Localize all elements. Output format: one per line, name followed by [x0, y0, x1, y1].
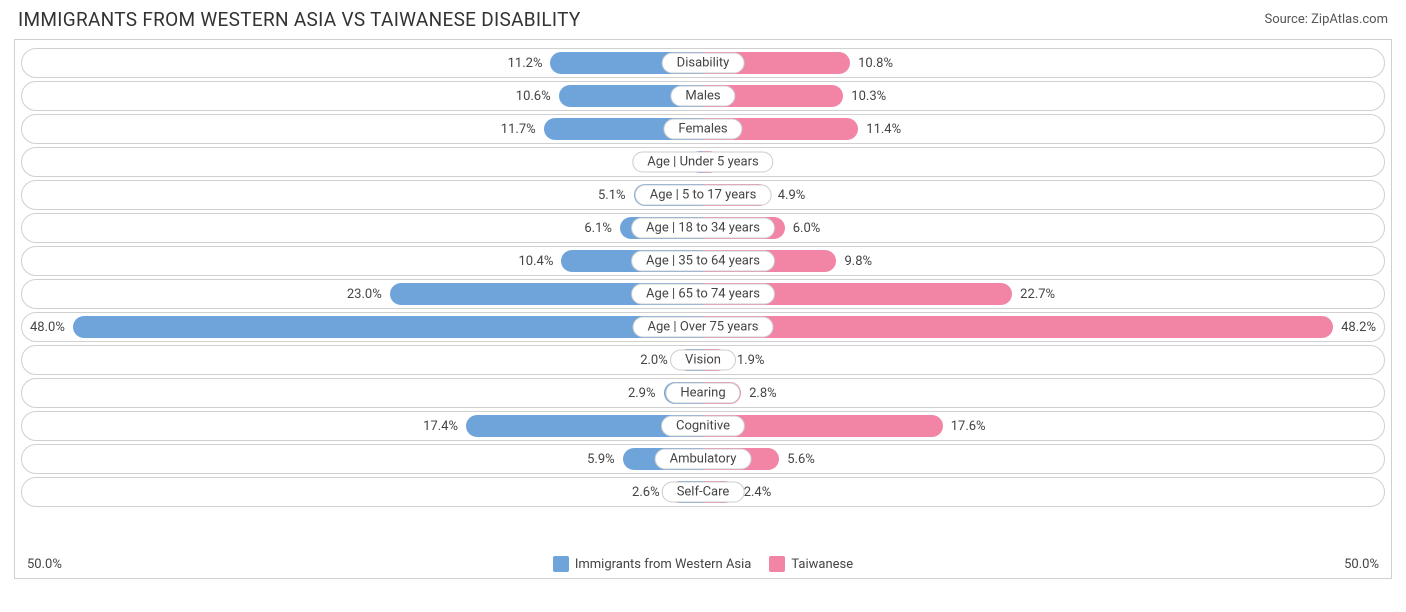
- left-value-label: 2.9%: [620, 386, 664, 401]
- right-value-label: 11.4%: [858, 122, 909, 137]
- chart-row: 11.2% 10.8% Disability: [21, 48, 1385, 78]
- row-left-half: 11.2%: [22, 49, 703, 77]
- row-left-half: 23.0%: [22, 280, 703, 308]
- legend-swatch-left: [553, 556, 569, 572]
- chart-header: IMMIGRANTS FROM WESTERN ASIA VS TAIWANES…: [0, 0, 1406, 35]
- row-right-half: 2.4%: [703, 478, 1384, 506]
- left-value-label: 5.9%: [579, 452, 623, 467]
- legend-item-right: Taiwanese: [769, 556, 853, 572]
- row-right-half: 11.4%: [703, 115, 1384, 143]
- category-label: Disability: [662, 53, 745, 74]
- left-value-label: 5.1%: [590, 188, 634, 203]
- right-value-label: 4.9%: [770, 188, 814, 203]
- row-left-half: 1.1%: [22, 148, 703, 176]
- row-left-half: 2.6%: [22, 478, 703, 506]
- left-value-label: 10.6%: [508, 89, 559, 104]
- legend-label-left: Immigrants from Western Asia: [575, 557, 752, 572]
- category-label: Age | 18 to 34 years: [631, 218, 775, 239]
- right-value-label: 22.7%: [1012, 287, 1063, 302]
- chart-row: 5.1% 4.9%Age | 5 to 17 years: [21, 180, 1385, 210]
- legend-swatch-right: [769, 556, 785, 572]
- row-right-half: 1.3%: [703, 148, 1384, 176]
- chart-row: 23.0% 22.7% Age | 65 to 74 years: [21, 279, 1385, 309]
- category-label: Age | Over 75 years: [633, 317, 774, 338]
- chart-row: 2.9% 2.8%Hearing: [21, 378, 1385, 408]
- left-value-label: 6.1%: [576, 221, 620, 236]
- chart-row: 5.9% 5.6% Ambulatory: [21, 444, 1385, 474]
- chart-row: 48.0% 48.2% Age | Over 75 years: [21, 312, 1385, 342]
- left-value-label: 10.4%: [510, 254, 561, 269]
- right-value-label: 10.3%: [843, 89, 894, 104]
- chart-title: IMMIGRANTS FROM WESTERN ASIA VS TAIWANES…: [18, 8, 581, 31]
- row-right-half: 10.3%: [703, 82, 1384, 110]
- right-value-label: 10.8%: [850, 56, 901, 71]
- category-label: Females: [663, 119, 742, 140]
- chart-source: Source: ZipAtlas.com: [1264, 12, 1388, 27]
- category-label: Ambulatory: [655, 449, 752, 470]
- row-right-half: 5.6%: [703, 445, 1384, 473]
- row-right-half: 17.6%: [703, 412, 1384, 440]
- right-value-label: 6.0%: [785, 221, 829, 236]
- right-value-label: 9.8%: [836, 254, 880, 269]
- row-left-half: 5.9%: [22, 445, 703, 473]
- row-left-half: 17.4%: [22, 412, 703, 440]
- row-left-half: 10.4%: [22, 247, 703, 275]
- left-value-label: 17.4%: [415, 419, 466, 434]
- category-label: Vision: [670, 350, 736, 371]
- legend-label-right: Taiwanese: [791, 557, 853, 572]
- row-left-half: 48.0%: [22, 313, 703, 341]
- chart-area: 11.2% 10.8% Disability 10.6% 10.3% Males 11.7%…: [14, 39, 1392, 579]
- row-left-half: 2.9%: [22, 379, 703, 407]
- left-value-label: 48.0%: [22, 320, 73, 335]
- chart-row: 6.1% 6.0% Age | 18 to 34 years: [21, 213, 1385, 243]
- category-label: Age | 35 to 64 years: [631, 251, 775, 272]
- right-bar: [703, 316, 1333, 338]
- row-right-half: 4.9%: [703, 181, 1384, 209]
- row-right-half: 9.8%: [703, 247, 1384, 275]
- row-right-half: 2.8%: [703, 379, 1384, 407]
- left-value-label: 23.0%: [339, 287, 390, 302]
- chart-row: 10.4% 9.8% Age | 35 to 64 years: [21, 246, 1385, 276]
- category-label: Self-Care: [662, 482, 745, 503]
- row-left-half: 11.7%: [22, 115, 703, 143]
- category-label: Age | 65 to 74 years: [631, 284, 775, 305]
- category-label: Age | Under 5 years: [632, 152, 773, 173]
- chart-row: 11.7% 11.4% Females: [21, 114, 1385, 144]
- legend-item-left: Immigrants from Western Asia: [553, 556, 752, 572]
- right-value-label: 48.2%: [1333, 320, 1384, 335]
- chart-row: 1.1%1.3%Age | Under 5 years: [21, 147, 1385, 177]
- row-left-half: 10.6%: [22, 82, 703, 110]
- right-value-label: 17.6%: [943, 419, 994, 434]
- right-value-label: 5.6%: [779, 452, 823, 467]
- row-right-half: 1.9%: [703, 346, 1384, 374]
- chart-rows: 11.2% 10.8% Disability 10.6% 10.3% Males 11.7%…: [15, 48, 1391, 507]
- chart-row: 17.4% 17.6% Cognitive: [21, 411, 1385, 441]
- chart-row: 2.0%1.9%Vision: [21, 345, 1385, 375]
- chart-row: 10.6% 10.3% Males: [21, 81, 1385, 111]
- category-label: Males: [670, 86, 735, 107]
- row-right-half: 6.0%: [703, 214, 1384, 242]
- category-label: Hearing: [665, 383, 740, 404]
- category-label: Cognitive: [661, 416, 745, 437]
- chart-row: 2.6%2.4%Self-Care: [21, 477, 1385, 507]
- row-left-half: 6.1%: [22, 214, 703, 242]
- right-value-label: 2.8%: [741, 386, 785, 401]
- left-bar: [73, 316, 703, 338]
- row-left-half: 2.0%: [22, 346, 703, 374]
- left-value-label: 11.2%: [500, 56, 551, 71]
- left-value-label: 11.7%: [493, 122, 544, 137]
- row-left-half: 5.1%: [22, 181, 703, 209]
- row-right-half: 10.8%: [703, 49, 1384, 77]
- category-label: Age | 5 to 17 years: [635, 185, 772, 206]
- row-right-half: 22.7%: [703, 280, 1384, 308]
- chart-legend: Immigrants from Western Asia Taiwanese: [15, 556, 1391, 572]
- row-right-half: 48.2%: [703, 313, 1384, 341]
